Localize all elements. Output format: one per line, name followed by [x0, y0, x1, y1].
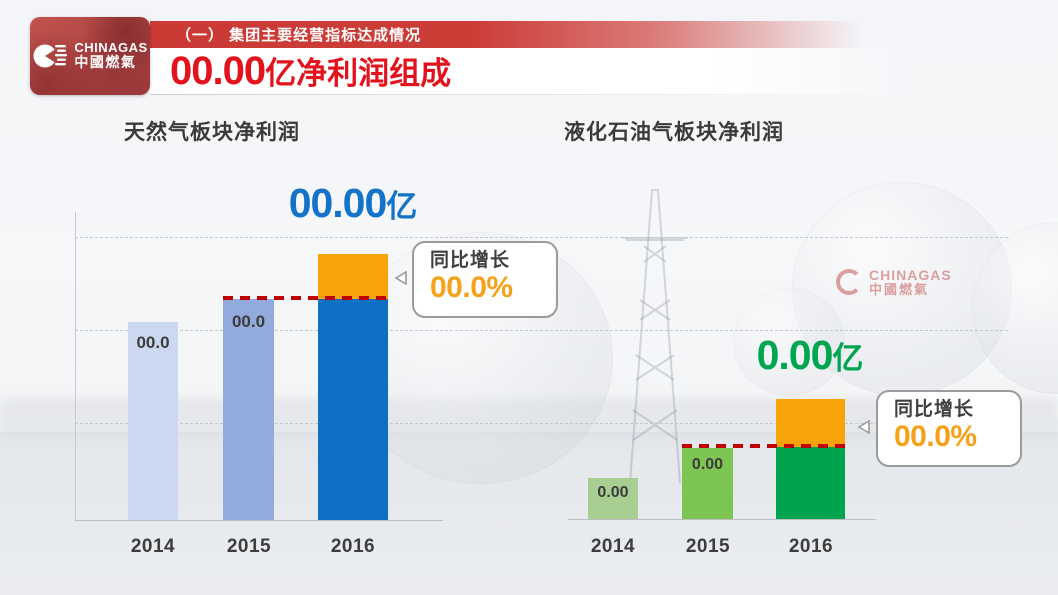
left-chart-title: 天然气板块净利润 — [124, 121, 300, 144]
flame-icon — [33, 44, 68, 68]
gridline — [75, 237, 1008, 238]
logo-brand-en: CHINAGAS — [74, 40, 148, 56]
left-reference-dashed-line — [223, 296, 388, 300]
background-gas-sphere — [733, 288, 845, 396]
right-callout-pointer-icon — [857, 419, 870, 435]
left-bar-2015: 00.0 — [223, 299, 274, 520]
section-header-bar: （一） 集团主要经营指标达成情况 — [150, 21, 876, 48]
title-band: 00.00 亿净利润组成 — [150, 48, 925, 95]
right-total-value: 0.00 — [756, 332, 834, 378]
right-growth-caption: 同比增长 — [894, 399, 975, 420]
right-bar-2015-value: 0.00 — [691, 456, 724, 473]
right-axis-label-2016: 2016 — [788, 536, 834, 557]
page-title: 00.00 亿净利润组成 — [170, 48, 451, 94]
left-axis-label-2016: 2016 — [330, 536, 376, 557]
watermark-brand-en: CHINAGAS — [869, 267, 952, 283]
page-title-suffix: 亿净利润组成 — [265, 56, 452, 91]
right-bar-2016-growth-segment — [776, 399, 845, 447]
right-bar-2016-base-segment — [776, 447, 845, 519]
background-watermark-logo: CHINAGAS 中國燃氣 — [836, 268, 952, 296]
left-total-value: 00.00 — [288, 180, 388, 226]
left-chart-y-axis — [75, 212, 76, 520]
gridline — [75, 330, 1008, 331]
right-total-unit: 亿 — [832, 341, 864, 376]
right-axis-label-2014: 2014 — [590, 536, 636, 557]
gridline — [75, 423, 1008, 424]
chinagas-logo: CHINAGAS 中國燃氣 — [30, 17, 150, 95]
background-tower — [622, 189, 688, 484]
left-growth-caption: 同比增长 — [430, 250, 511, 271]
left-total-number: 00.00 亿 — [248, 180, 458, 227]
section-label: （一） 集团主要经营指标达成情况 — [176, 27, 422, 44]
right-growth-value: 00.0% — [894, 420, 977, 454]
left-axis-label-2014: 2014 — [130, 536, 176, 557]
right-growth-callout: 同比增长 00.0% — [876, 390, 1022, 467]
left-bar-2015-value: 00.0 — [231, 312, 266, 331]
left-axis-label-2015: 2015 — [226, 536, 272, 557]
left-total-unit: 亿 — [386, 189, 418, 224]
right-bar-2014-value: 0.00 — [597, 484, 629, 501]
left-bar-2014-value: 00.0 — [136, 333, 170, 352]
left-bar-2016-base-segment — [318, 299, 388, 520]
left-bar-2016-growth-segment — [318, 254, 388, 299]
left-bar-2014: 00.0 — [128, 322, 178, 520]
right-bar-2014: 0.00 — [588, 478, 638, 519]
right-total-number: 0.00 亿 — [715, 332, 905, 379]
page-title-number: 00.00 — [170, 49, 266, 93]
left-chart-x-axis — [75, 520, 443, 521]
logo-brand-cn: 中國燃氣 — [74, 54, 137, 71]
left-growth-value: 00.0% — [430, 271, 513, 305]
watermark-brand-cn: 中國燃氣 — [869, 281, 930, 297]
right-bar-2015: 0.00 — [682, 448, 733, 519]
watermark-ring-icon — [836, 269, 862, 296]
right-axis-label-2015: 2015 — [685, 536, 731, 557]
right-chart-x-axis — [568, 519, 876, 520]
right-chart-title: 液化石油气板块净利润 — [564, 121, 784, 144]
right-reference-dashed-line — [682, 444, 845, 448]
left-growth-callout: 同比增长 00.0% — [412, 241, 558, 318]
left-callout-pointer-icon — [394, 270, 407, 286]
